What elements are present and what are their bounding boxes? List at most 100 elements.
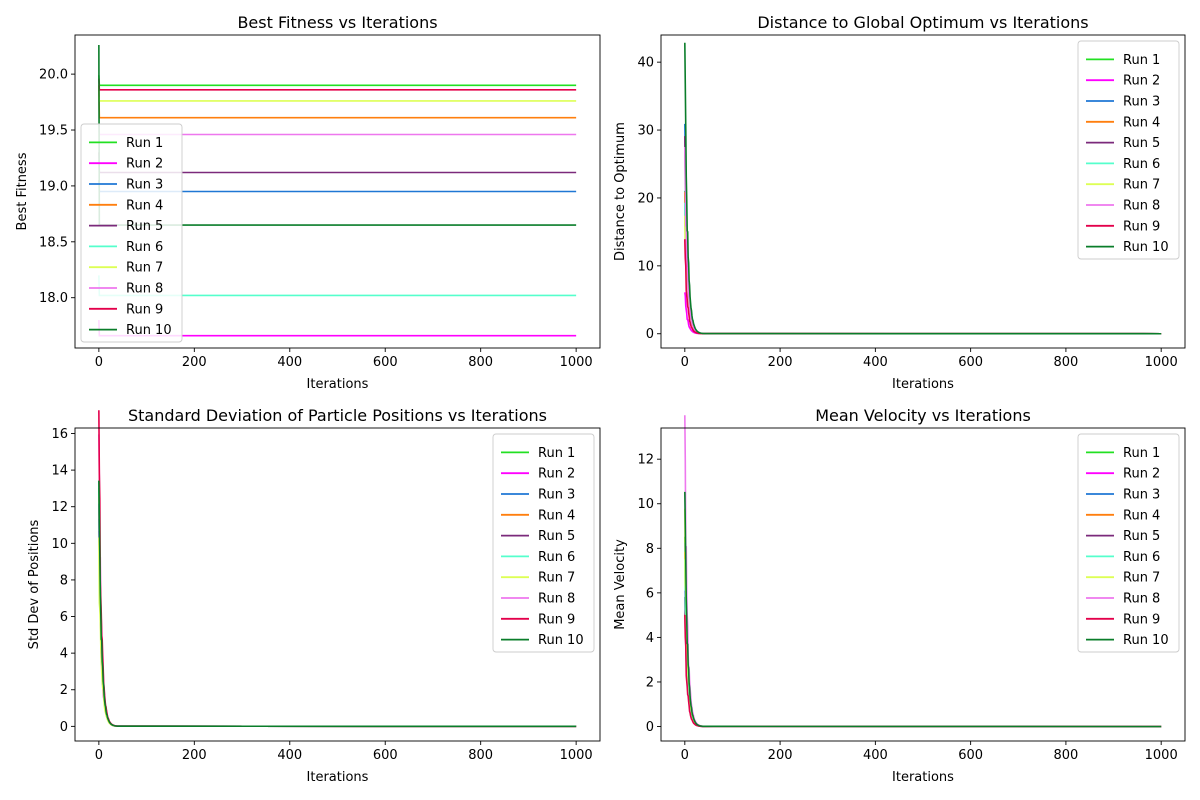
y-tick-label: 0 xyxy=(646,327,654,342)
y-tick-label: 2 xyxy=(60,683,68,698)
x-tick-label: 200 xyxy=(768,748,793,763)
y-axis-label: Mean Velocity xyxy=(613,539,628,630)
legend-label-run-6: Run 6 xyxy=(1123,157,1160,172)
series-line-run-2 xyxy=(684,292,1162,335)
legend-label-run-4: Run 4 xyxy=(538,508,575,523)
x-tick-label: 0 xyxy=(681,748,689,763)
x-tick-label: 0 xyxy=(95,355,103,370)
legend-label-run-10: Run 10 xyxy=(1123,240,1169,255)
y-tick-label: 2 xyxy=(646,675,654,690)
y-tick-label: 0 xyxy=(646,720,654,735)
x-tick-label: 400 xyxy=(277,355,302,370)
x-tick-label: 1000 xyxy=(1145,355,1178,370)
legend-label-run-7: Run 7 xyxy=(126,261,163,276)
legend-label-run-2: Run 2 xyxy=(1123,467,1160,482)
x-tick-label: 0 xyxy=(681,355,689,370)
chart-title: Mean Velocity vs Iterations xyxy=(815,406,1031,425)
axes-frame xyxy=(660,34,1186,349)
legend-label-run-6: Run 6 xyxy=(538,550,575,565)
legend-label-run-6: Run 6 xyxy=(1123,550,1160,565)
legend-label-run-3: Run 3 xyxy=(538,488,575,503)
legend-label-run-1: Run 1 xyxy=(538,446,575,461)
series-line-run-9 xyxy=(98,78,577,91)
legend-label-run-5: Run 5 xyxy=(1123,136,1160,151)
x-axis-label: Iterations xyxy=(307,770,369,785)
legend-label-run-3: Run 3 xyxy=(126,178,163,193)
x-tick-label: 0 xyxy=(95,748,103,763)
axes-frame xyxy=(74,427,601,742)
legend-label-run-4: Run 4 xyxy=(1123,508,1160,523)
y-tick-label: 12 xyxy=(637,453,654,468)
legend-label-run-8: Run 8 xyxy=(1123,199,1160,214)
x-tick-label: 1000 xyxy=(560,748,593,763)
x-tick-label: 200 xyxy=(768,355,793,370)
chart-title: Best Fitness vs Iterations xyxy=(237,13,437,32)
y-tick-label: 10 xyxy=(637,259,654,274)
x-axis-label: Iterations xyxy=(892,770,954,785)
y-tick-label: 16 xyxy=(51,427,68,442)
legend-label-run-10: Run 10 xyxy=(1123,633,1169,648)
y-tick-label: 6 xyxy=(646,586,654,601)
y-tick-label: 12 xyxy=(51,500,68,515)
legend: Run 1 Run 2 Run 3 Run 4 Run 5 Run 6 Run 7 Run 8… xyxy=(1077,433,1180,653)
legend-label-run-4: Run 4 xyxy=(1123,115,1160,130)
x-tick-label: 400 xyxy=(863,355,888,370)
y-tick-label: 0 xyxy=(60,720,68,735)
subplot-4: 0 200 400 600 800 1000 0 2 4 6 8 10 12 Mean Velocity … xyxy=(613,406,1186,785)
legend: Run 1 Run 2 Run 3 Run 4 Run 5 Run 6 Run 7 Run 8… xyxy=(80,123,183,343)
y-tick-label: 4 xyxy=(646,631,654,646)
subplot-3: 0 200 400 600 800 1000 0 2 4 6 8 10 12 14 16 Standard D… xyxy=(27,406,601,785)
y-tick-label: 19.0 xyxy=(39,179,68,194)
x-tick-label: 800 xyxy=(468,355,493,370)
legend-label-run-2: Run 2 xyxy=(538,467,575,482)
y-axis-label: Distance to Optimum xyxy=(613,122,628,261)
y-tick-label: 8 xyxy=(60,573,68,588)
legend-label-run-7: Run 7 xyxy=(538,571,575,586)
y-tick-label: 8 xyxy=(646,542,654,557)
y-tick-label: 20.0 xyxy=(39,68,68,83)
series-line-run-10 xyxy=(684,42,1162,335)
legend-label-run-5: Run 5 xyxy=(538,529,575,544)
legend-label-run-7: Run 7 xyxy=(1123,571,1160,586)
x-tick-label: 200 xyxy=(182,355,207,370)
y-tick-label: 40 xyxy=(637,56,654,71)
y-tick-label: 19.5 xyxy=(39,124,68,139)
y-tick-label: 20 xyxy=(637,191,654,206)
x-axis-label: Iterations xyxy=(892,377,954,392)
legend-label-run-8: Run 8 xyxy=(126,282,163,297)
y-tick-label: 6 xyxy=(60,610,68,625)
legend-label-run-3: Run 3 xyxy=(1123,488,1160,503)
legend: Run 1 Run 2 Run 3 Run 4 Run 5 Run 6 Run 7 Run 8… xyxy=(1077,40,1180,260)
series-line-run-10 xyxy=(98,480,577,728)
legend-label-run-4: Run 4 xyxy=(126,198,163,213)
x-tick-label: 1000 xyxy=(560,355,593,370)
legend-label-run-9: Run 9 xyxy=(1123,612,1160,627)
y-axis-label: Best Fitness xyxy=(15,152,30,230)
legend-label-run-6: Run 6 xyxy=(126,240,163,255)
x-tick-label: 800 xyxy=(1053,355,1078,370)
y-tick-label: 10 xyxy=(51,537,68,552)
legend-label-run-7: Run 7 xyxy=(1123,178,1160,193)
legend-label-run-3: Run 3 xyxy=(1123,95,1160,110)
legend-label-run-9: Run 9 xyxy=(1123,219,1160,234)
legend-label-run-8: Run 8 xyxy=(538,592,575,607)
x-tick-label: 400 xyxy=(863,748,888,763)
chart-title: Standard Deviation of Particle Positions… xyxy=(128,406,547,425)
y-tick-label: 30 xyxy=(637,124,654,139)
axes-frame xyxy=(74,34,601,349)
series-line-run-7 xyxy=(98,96,577,102)
y-axis-label: Std Dev of Positions xyxy=(27,519,42,649)
y-tick-label: 14 xyxy=(51,464,68,479)
x-tick-label: 200 xyxy=(182,748,207,763)
legend-label-run-9: Run 9 xyxy=(126,302,163,317)
x-tick-label: 600 xyxy=(958,748,983,763)
axes-frame xyxy=(660,427,1186,742)
legend-label-run-2: Run 2 xyxy=(126,157,163,172)
legend-label-run-9: Run 9 xyxy=(538,612,575,627)
x-tick-label: 400 xyxy=(277,748,302,763)
series-line-run-1 xyxy=(98,75,577,87)
subplot-1: 0 200 400 600 800 1000 18.0 18.5 19.0 19.5 20.0 Bes… xyxy=(15,13,601,392)
legend-label-run-5: Run 5 xyxy=(1123,529,1160,544)
series-line-run-10 xyxy=(684,491,1162,728)
